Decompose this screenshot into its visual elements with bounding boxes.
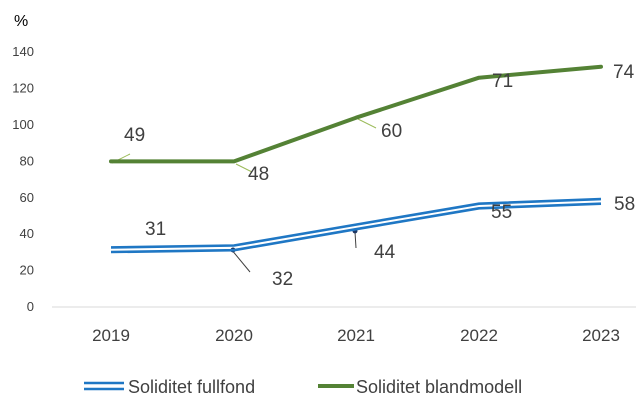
x-tick-label: 2022	[460, 326, 498, 345]
data-label-blandmodell: 49	[124, 125, 145, 146]
data-label-fullfond: 44	[374, 242, 396, 263]
series-lines	[109, 64, 603, 254]
y-tick-label: 60	[20, 190, 34, 205]
series-line-fullfond-upper	[110, 197, 602, 249]
series-line-fullfond-lower	[110, 202, 602, 254]
label-leader-line	[357, 118, 377, 129]
data-labels: 49 48 60 71 74 31 32 44 55 58	[124, 62, 635, 290]
y-tick-label: 20	[20, 263, 34, 278]
data-label-blandmodell: 74	[613, 62, 635, 83]
y-tick-label: 0	[27, 299, 34, 314]
label-leader-line	[354, 231, 357, 249]
label-leader-line	[235, 163, 253, 173]
x-tick-label: 2020	[215, 326, 253, 345]
x-tick-label: 2023	[582, 326, 620, 345]
y-tick-label: 80	[20, 153, 34, 168]
y-tick-label: 40	[20, 226, 34, 241]
x-axis-ticks: 2019 2020 2021 2022 2023	[92, 326, 620, 345]
data-label-blandmodell: 71	[492, 71, 513, 92]
y-tick-label: 100	[12, 117, 34, 132]
data-label-fullfond: 31	[145, 219, 166, 240]
data-label-blandmodell: 60	[381, 121, 402, 142]
x-tick-label: 2019	[92, 326, 130, 345]
x-tick-label: 2021	[337, 326, 375, 345]
data-label-blandmodell: 48	[248, 164, 269, 185]
series-line-blandmodell	[109, 64, 603, 164]
data-label-fullfond: 58	[614, 194, 635, 215]
y-tick-label: 140	[12, 44, 34, 59]
y-tick-label: 120	[12, 81, 34, 96]
legend-label-blandmodell: Soliditet blandmodell	[356, 377, 522, 396]
legend-label-fullfond: Soliditet fullfond	[128, 377, 255, 396]
data-label-fullfond: 32	[272, 269, 293, 290]
y-axis-ticks: 0 20 40 60 80 100 120 140	[12, 44, 34, 314]
data-label-fullfond: 55	[491, 202, 512, 223]
label-leader-line	[230, 248, 251, 273]
y-axis-unit-label: %	[14, 13, 28, 30]
legend: Soliditet fullfond Soliditet blandmodell	[84, 377, 522, 396]
